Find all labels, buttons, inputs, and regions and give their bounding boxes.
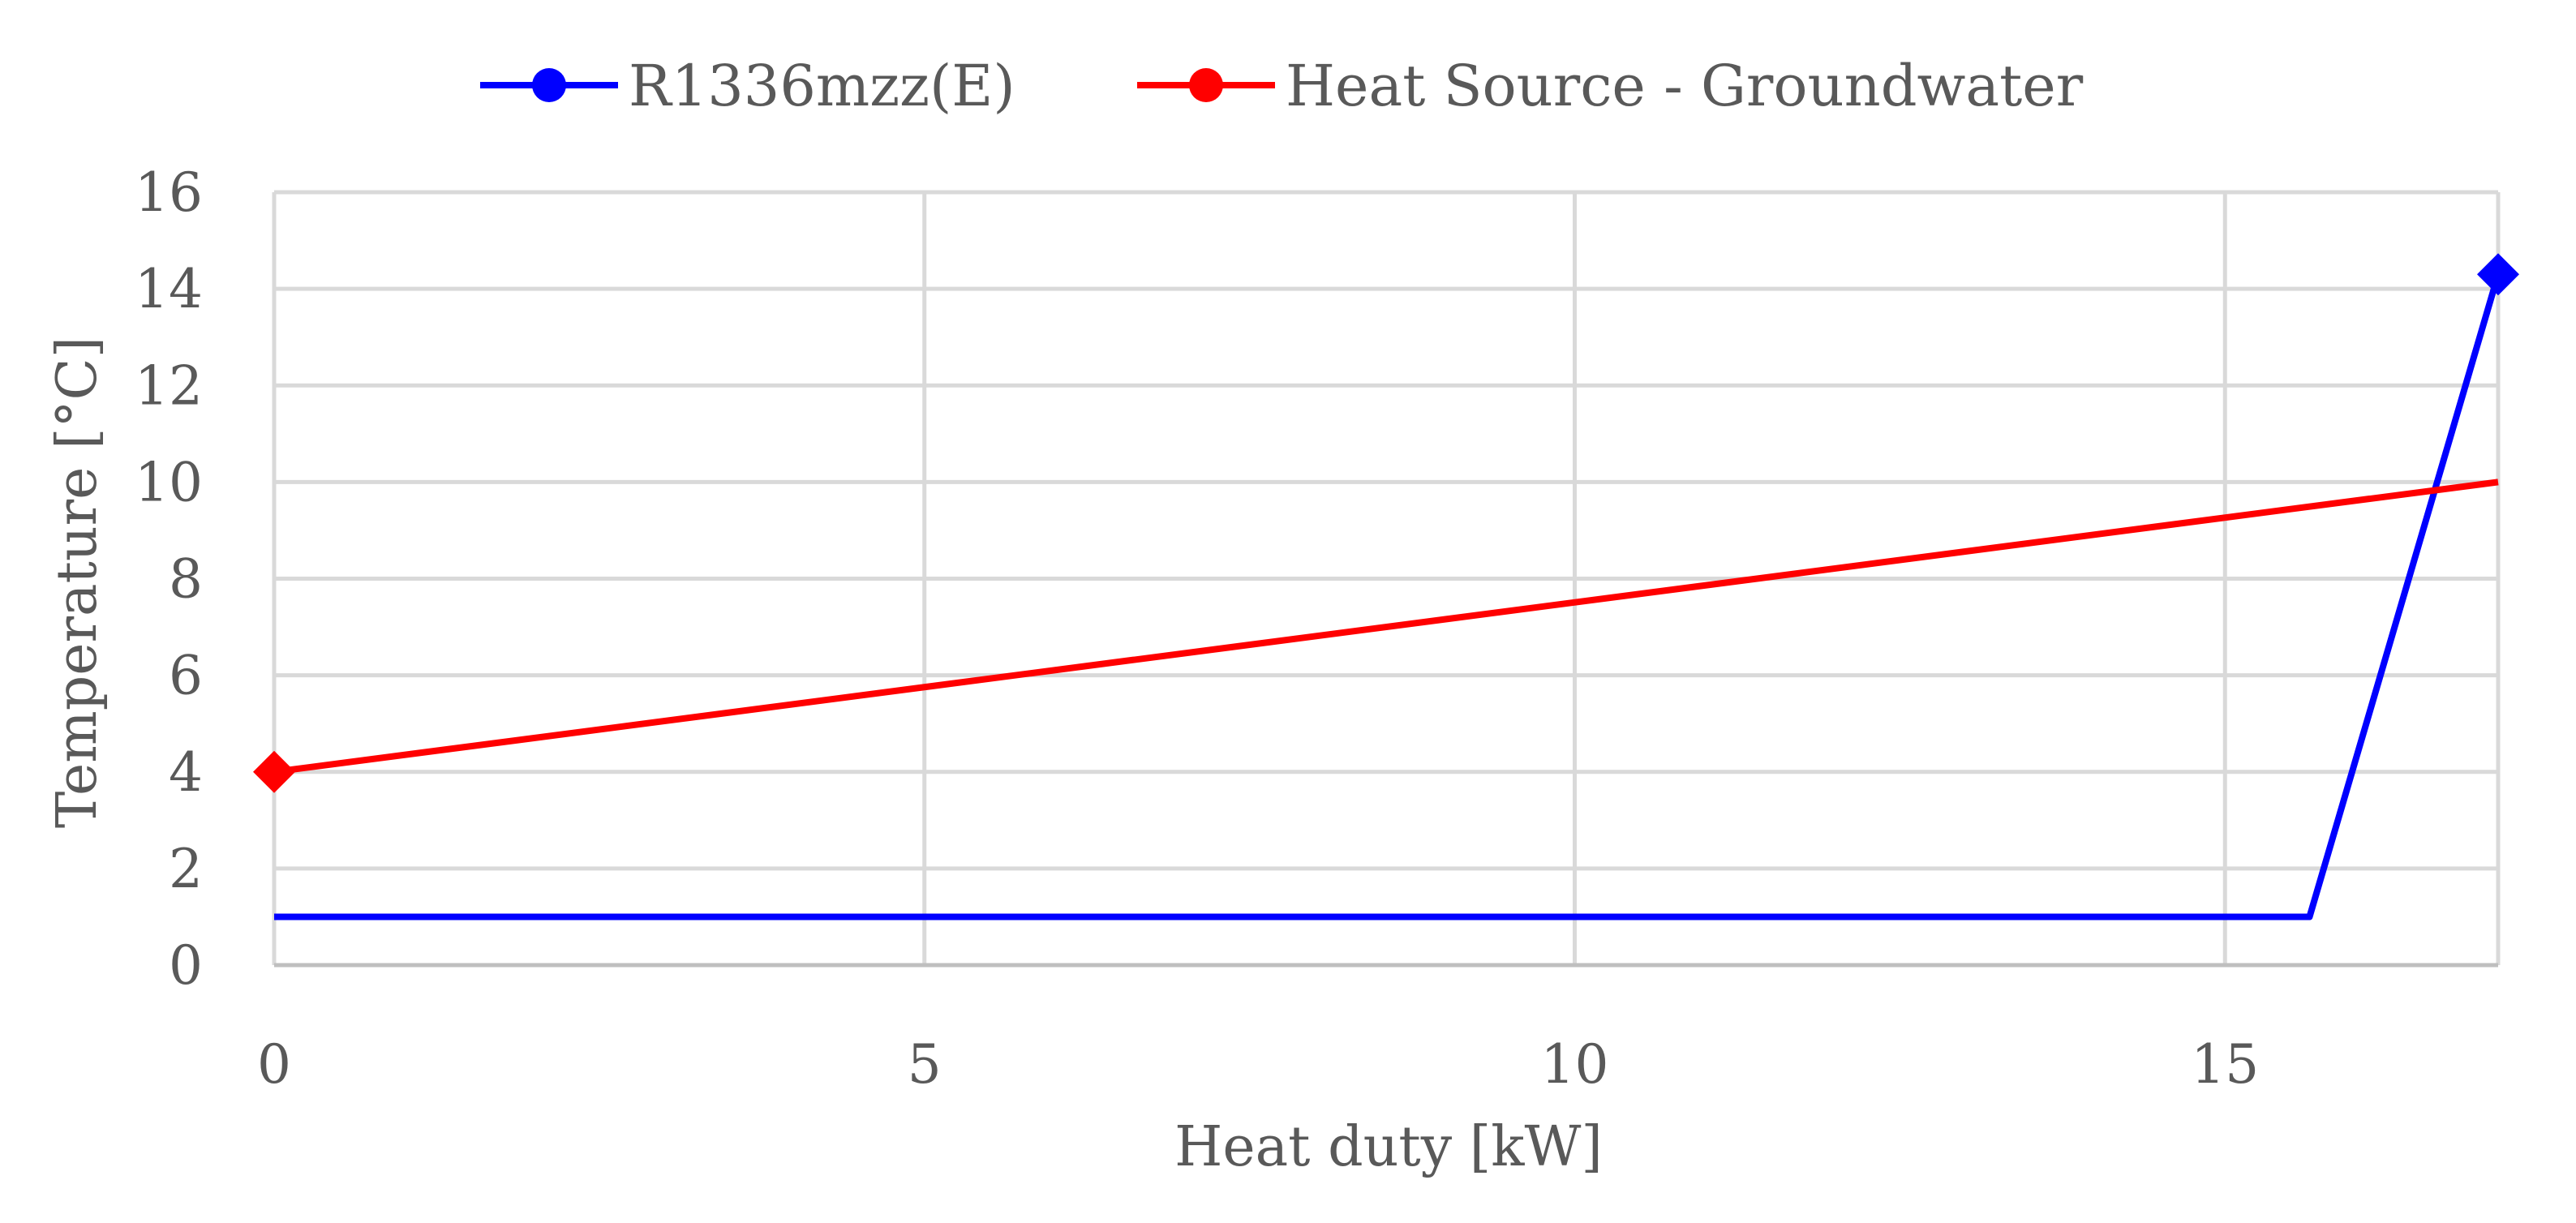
x-tick-label: 10	[1541, 1033, 1609, 1096]
x-tick-label: 15	[2191, 1033, 2259, 1096]
y-axis-title: Temperature [°C]	[45, 337, 109, 828]
x-tick-label: 0	[257, 1033, 291, 1096]
series-1-diamond-marker	[2477, 253, 2519, 296]
y-tick-label: 6	[169, 645, 203, 707]
legend-marker-1	[532, 68, 566, 102]
x-axis-title: Heat duty [kW]	[1174, 1115, 1603, 1179]
y-tick-label: 0	[169, 934, 203, 997]
y-tick-label: 2	[169, 838, 203, 900]
series	[273, 273, 2501, 920]
series-line-1	[274, 273, 2501, 920]
legend: R1336mzz(E) Heat Source - Groundwater	[480, 53, 2084, 119]
y-tick-label: 12	[135, 354, 203, 417]
series-2-diamond-marker	[253, 750, 295, 793]
y-tick-label: 16	[135, 161, 203, 224]
gridlines	[272, 190, 2501, 965]
legend-label-1: R1336mzz(E)	[629, 53, 1015, 119]
legend-label-2: Heat Source - Groundwater	[1286, 53, 2084, 119]
legend-marker-2	[1189, 68, 1223, 102]
axes: 0 2 4 6 8 10 12 14 16 0 5 10 15	[135, 161, 2498, 1096]
series-markers	[253, 253, 2519, 793]
series-line-2	[273, 478, 2499, 775]
y-tick-label: 10	[135, 451, 203, 513]
y-tick-label: 4	[169, 741, 203, 804]
y-tick-label: 14	[135, 258, 203, 320]
x-tick-label: 5	[908, 1033, 942, 1096]
y-tick-label: 8	[169, 548, 203, 611]
